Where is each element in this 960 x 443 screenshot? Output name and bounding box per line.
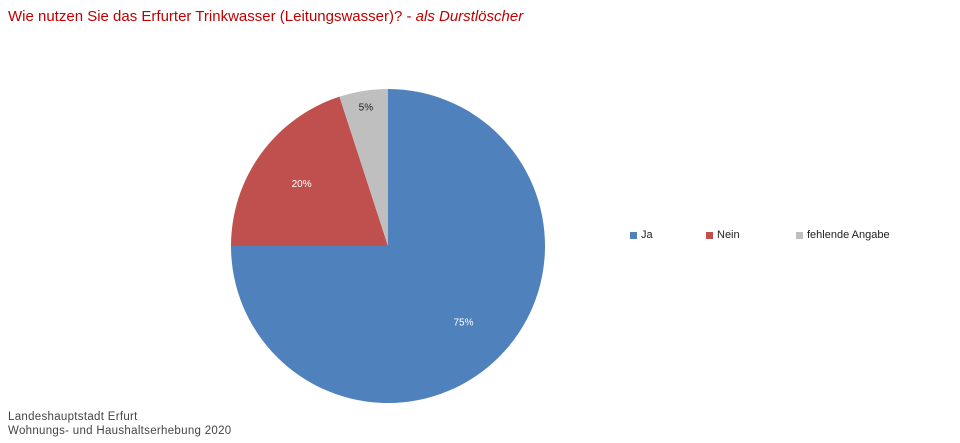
legend-item-fehlende-angabe: fehlende Angabe <box>796 229 890 241</box>
slice-label-ja: 75% <box>453 317 473 328</box>
slice-label-nein: 20% <box>292 179 312 190</box>
legend-swatch-nein <box>706 231 713 239</box>
legend: Ja Nein fehlende Angabe <box>630 229 890 241</box>
pie-slice-fehlende-angabe <box>339 89 388 246</box>
legend-swatch-fehlende-angabe <box>796 231 803 239</box>
legend-swatch-ja <box>630 231 637 239</box>
legend-item-nein: Nein <box>706 229 796 241</box>
chart-title-sub: als Durstlöscher <box>415 8 524 25</box>
slice-label-fehlende-angabe: 5% <box>359 102 374 113</box>
legend-item-ja: Ja <box>630 229 706 241</box>
legend-label-ja: Ja <box>641 229 653 241</box>
legend-label-nein: Nein <box>717 229 740 241</box>
source-note: Landeshauptstadt Erfurt Wohnungs- und Ha… <box>8 410 232 438</box>
source-line-2: Wohnungs- und Haushaltserhebung 2020 <box>8 425 232 437</box>
source-line-1: Landeshauptstadt Erfurt <box>8 411 138 423</box>
chart-title-main: Wie nutzen Sie das Erfurter Trinkwasser … <box>8 8 416 25</box>
chart-title: Wie nutzen Sie das Erfurter Trinkwasser … <box>8 8 523 25</box>
pie-slice-nein <box>231 96 388 246</box>
legend-label-fehlende-angabe: fehlende Angabe <box>807 229 890 241</box>
